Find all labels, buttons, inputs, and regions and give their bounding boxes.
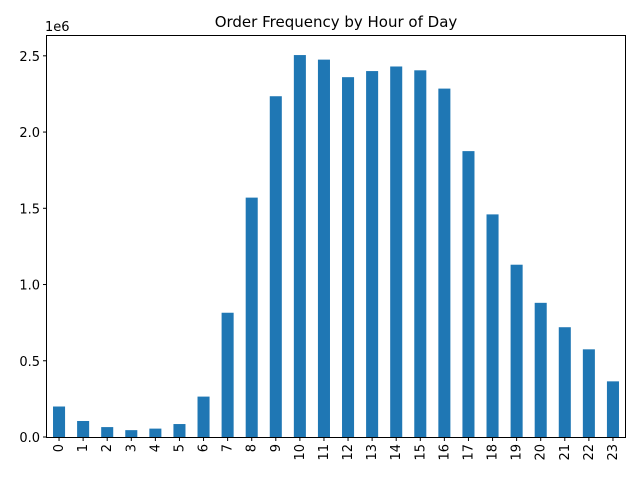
x-axis-ticks: 0 1 2 3 4 5 6 7 8 9 10 11 12 13 14 15 16 17 18 19 20 21 22 23 xyxy=(52,437,621,461)
x-tick-label: 5 xyxy=(172,444,187,452)
bar-hour-0 xyxy=(53,406,66,437)
x-tick-label: 19 xyxy=(510,444,525,461)
x-tick-label: 15 xyxy=(413,444,428,461)
x-tick-label: 20 xyxy=(534,444,549,461)
y-tick-label: 0.5 xyxy=(19,355,40,370)
x-tick-label: 0 xyxy=(52,444,67,452)
bar-hour-10 xyxy=(293,55,306,438)
x-tick-label: 9 xyxy=(269,444,284,452)
x-tick-label: 17 xyxy=(461,444,476,461)
y-tick-label: 2.0 xyxy=(19,126,40,141)
bar-hour-14 xyxy=(390,66,403,438)
x-tick-label: 21 xyxy=(558,444,573,461)
bar-hour-7 xyxy=(221,312,234,437)
y-tick-label: 2.5 xyxy=(19,50,40,65)
x-tick-label: 22 xyxy=(582,444,597,461)
bar-hour-1 xyxy=(77,420,90,437)
bar-hour-9 xyxy=(269,96,282,437)
bar-hour-23 xyxy=(606,381,619,437)
y-tick-label: 0.0 xyxy=(19,431,40,446)
x-tick-label: 18 xyxy=(486,444,501,461)
y-tick-label: 1.0 xyxy=(19,279,40,294)
bar-hour-17 xyxy=(462,151,475,437)
x-tick-label: 13 xyxy=(365,444,380,461)
bar-hour-20 xyxy=(534,302,547,437)
bar-hour-3 xyxy=(125,430,138,437)
bar-hour-13 xyxy=(366,71,379,437)
chart-title: Order Frequency by Hour of Day xyxy=(215,13,458,31)
bar-hour-5 xyxy=(173,424,186,437)
bar-hour-16 xyxy=(438,88,451,437)
x-tick-label: 10 xyxy=(293,444,308,461)
bar-hour-19 xyxy=(510,264,523,437)
bar-hour-22 xyxy=(582,349,595,437)
x-tick-label: 2 xyxy=(100,444,115,452)
bar-hour-12 xyxy=(342,77,355,438)
bar-hour-8 xyxy=(245,197,258,437)
bar-hour-11 xyxy=(317,59,330,437)
bar-hour-2 xyxy=(101,427,114,437)
x-tick-label: 14 xyxy=(389,444,404,461)
y-axis-offset-label: 1e6 xyxy=(45,20,70,35)
bar-hour-21 xyxy=(558,327,571,437)
x-tick-label: 16 xyxy=(437,444,452,461)
x-tick-label: 1 xyxy=(76,444,91,452)
y-axis-ticks: 0.0 0.5 1.0 1.5 2.0 2.5 xyxy=(19,50,47,446)
bar-hour-4 xyxy=(149,428,162,437)
bars-group xyxy=(53,55,619,438)
x-tick-label: 4 xyxy=(148,444,163,452)
plot-area-frame xyxy=(46,35,626,438)
x-tick-label: 6 xyxy=(197,444,212,452)
x-tick-label: 11 xyxy=(317,444,332,461)
x-tick-label: 7 xyxy=(221,444,236,452)
bar-hour-6 xyxy=(197,396,210,437)
x-tick-label: 12 xyxy=(341,444,356,461)
bar-hour-18 xyxy=(486,214,499,437)
x-tick-label: 23 xyxy=(606,444,621,461)
y-tick-label: 1.5 xyxy=(19,202,40,217)
x-tick-label: 3 xyxy=(124,444,139,452)
bar-hour-15 xyxy=(414,70,427,437)
x-tick-label: 8 xyxy=(245,444,260,452)
